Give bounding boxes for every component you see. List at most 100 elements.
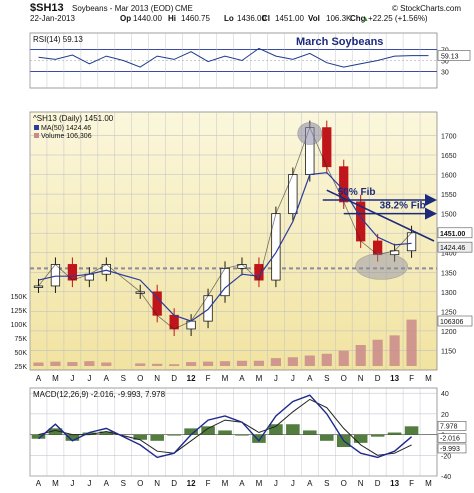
x-tick-label: N (358, 374, 364, 383)
macd-histogram-bar (286, 424, 300, 435)
x-tick-label: S (324, 479, 329, 488)
volume-value-label: 106306 (440, 319, 463, 326)
rsi-annotation: March Soybeans (296, 36, 383, 48)
x-tick-label: D (171, 479, 177, 488)
macd-tick-label: -40 (441, 474, 451, 481)
quote-value: +22.25 (+1.56%) (368, 14, 428, 23)
x-tick-label: O (137, 374, 143, 383)
macd-tick-label: 40 (441, 391, 449, 398)
macd-histogram-bar (184, 428, 198, 435)
quote-label: Chg (350, 14, 366, 23)
volume-tick-label: 50K (15, 350, 28, 357)
quote-value: 1460.75 (181, 14, 210, 23)
x-tick-label: F (206, 374, 211, 383)
volume-tick-label: 100K (11, 322, 28, 329)
volume-bar (33, 362, 44, 366)
macd-histogram-bar (319, 434, 334, 441)
price-value-box (437, 241, 473, 253)
x-tick-label: D (375, 479, 381, 488)
macd-signal-line (38, 398, 412, 456)
x-tick-label: J (274, 374, 278, 383)
volume-bar (372, 339, 383, 366)
x-tick-label: A (239, 479, 245, 488)
macd-value-box (437, 421, 467, 431)
support-highlight (355, 253, 409, 280)
x-tick-label: O (341, 479, 347, 488)
volume-tick-label: 125K (11, 308, 28, 315)
price-tick-label: 1500 (441, 212, 457, 219)
macd-histogram-bar (303, 430, 317, 435)
x-tick-label: F (409, 479, 414, 488)
legend-swatch (34, 133, 39, 138)
x-tick-label: S (121, 374, 126, 383)
volume-tick-label: 150K (11, 294, 28, 301)
quote-value: 1451.00 (275, 14, 304, 23)
macd-histogram-bar (269, 424, 283, 435)
instrument-name: Soybeans - Mar 2013 (EOD) (72, 4, 174, 13)
macd-title: MACD(12,26,9) -2.016, -9.993, 7.978 (33, 390, 166, 399)
price-value-box (437, 227, 473, 239)
x-tick-label: J (274, 479, 278, 488)
volume-bar (287, 357, 298, 366)
x-tick-label: S (324, 374, 329, 383)
quote-value: 1436.00 (237, 14, 266, 23)
quote-label: Lo (224, 14, 234, 23)
macd-histogram-bar (404, 426, 419, 435)
volume-bar (67, 362, 78, 366)
macd-value-label: 7.978 (440, 423, 458, 430)
price-panel: 1150120012501300135014001450150015501600… (11, 111, 473, 371)
volume-bar (236, 360, 248, 366)
macd-histogram-bar (167, 434, 181, 436)
volume-bar (389, 335, 400, 366)
volume-bar (101, 362, 112, 366)
x-tick-label: J (70, 374, 74, 383)
price-tick-label: 1200 (441, 329, 457, 336)
price-tick-label: 1550 (441, 192, 457, 199)
volume-bar (253, 360, 265, 366)
volume-bar (338, 350, 349, 366)
macd-histogram-bar (133, 434, 148, 440)
volume-bar (152, 363, 163, 366)
macd-tick-label: 20 (441, 412, 449, 419)
x-tick-label: J (291, 374, 295, 383)
volume-bar (135, 363, 146, 366)
volume-bar (50, 361, 61, 366)
macd-value-box (437, 433, 467, 443)
macd-histogram-bar (31, 434, 46, 439)
macd-histogram-bar (252, 434, 266, 443)
quote-label: Cl (262, 14, 270, 23)
rsi-value-box (437, 50, 471, 61)
ma50-line (38, 171, 412, 322)
x-tick-label: F (409, 374, 414, 383)
x-tick-label: D (375, 374, 381, 383)
candle-body (322, 127, 332, 168)
x-tick-label: M (222, 374, 229, 383)
macd-line (38, 394, 413, 459)
rsi-title: RSI(14) 59.13 (33, 35, 83, 44)
chart-header: $SH13 Soybeans - Mar 2013 (EOD) CME © St… (30, 2, 461, 23)
quote-label: Vol (308, 14, 320, 23)
price-tick-label: 1250 (441, 309, 457, 316)
price-tick-label: 1150 (441, 348, 456, 355)
legend-label: Volume 106,306 (41, 133, 92, 140)
candle-body (33, 285, 44, 288)
legend-swatch (34, 125, 39, 130)
x-tick-label: A (36, 479, 42, 488)
price-tick-label: 1650 (441, 153, 457, 160)
macd-value-label: -2.016 (440, 436, 460, 443)
macd-value-label: -9.993 (440, 446, 460, 453)
volume-bar (406, 319, 417, 366)
x-tick-label: M (52, 479, 59, 488)
x-tick-label: M (425, 479, 432, 488)
up-arrow-icon: ▲ (362, 16, 369, 23)
x-tick-label: M (425, 374, 432, 383)
x-tick-label: S (121, 479, 126, 488)
volume-bar (186, 362, 197, 366)
x-tick-label: O (137, 479, 143, 488)
volume-bar (270, 358, 281, 366)
macd-value-box (437, 443, 467, 454)
rsi-line (38, 47, 429, 68)
